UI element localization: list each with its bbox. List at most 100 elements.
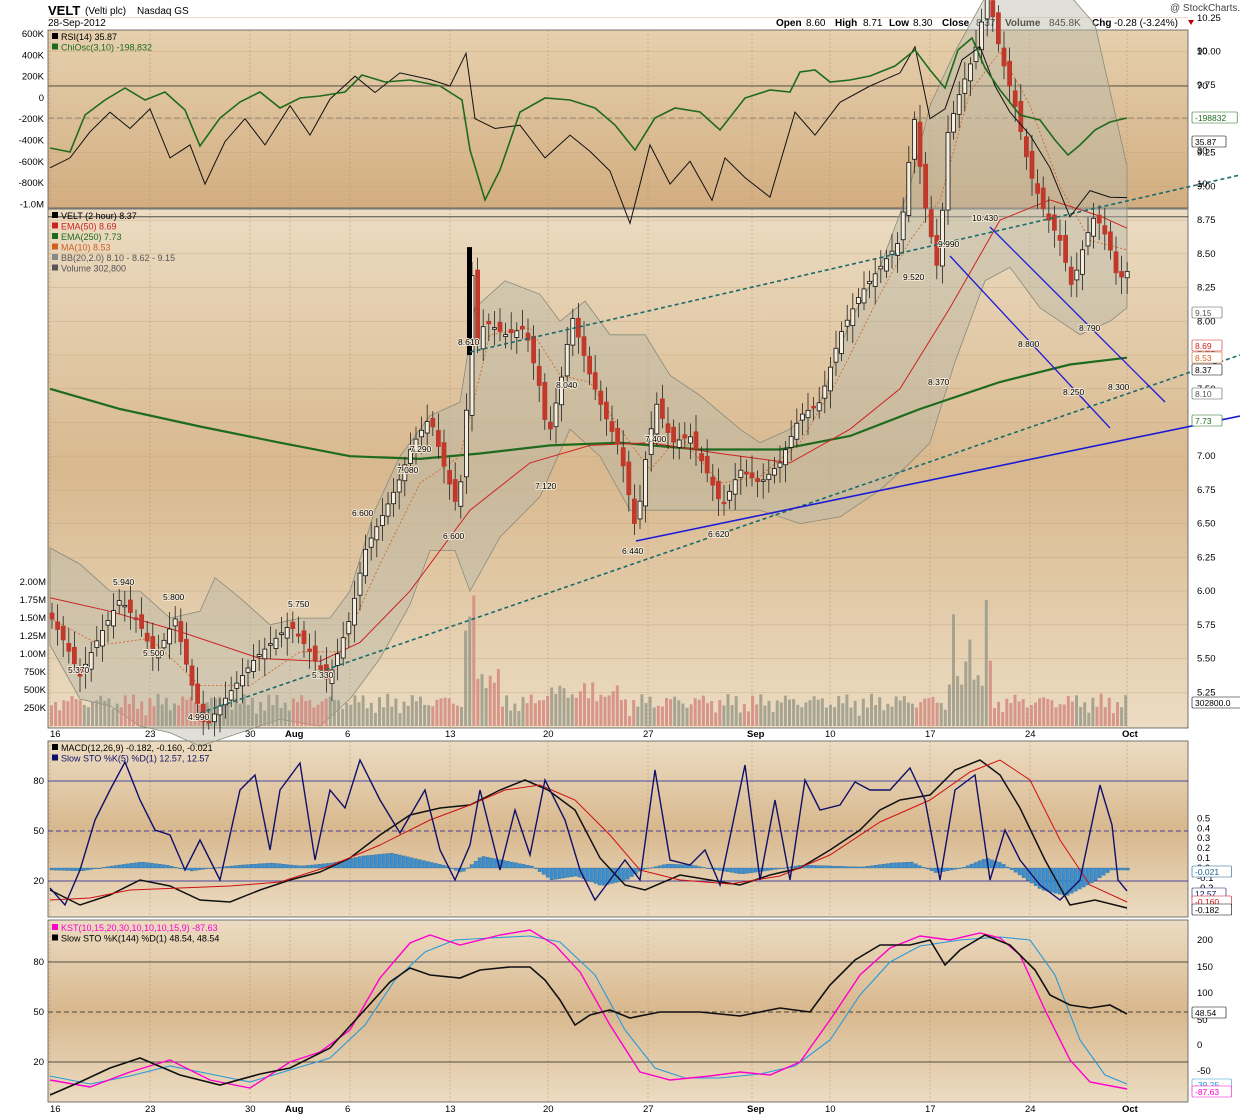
price-legend-swatch — [52, 264, 58, 271]
macd-histogram-bar — [201, 867, 206, 870]
macd-histogram-bar — [777, 867, 782, 869]
macd-histogram-bar — [1085, 867, 1090, 886]
candle-body — [357, 572, 363, 596]
volume-bar — [460, 706, 463, 726]
macd-histogram-bar — [589, 867, 594, 883]
price-right-tick: 8.50 — [1197, 249, 1216, 260]
volume-bar — [956, 676, 960, 726]
macd-right-tick: 0.4 — [1197, 823, 1210, 834]
volume-bar — [394, 698, 398, 726]
macd-histogram-bar — [969, 863, 974, 869]
macd-histogram-bar — [377, 854, 382, 869]
volume-bar — [562, 688, 566, 726]
macd-histogram-bar — [69, 867, 74, 871]
macd-histogram-bar — [413, 858, 418, 869]
chiosc-left-tick: -600K — [19, 157, 45, 168]
candle-body — [1024, 136, 1029, 158]
price-legend-text: BB(20,2.0) 8.10 - 8.62 - 9.15 — [61, 253, 175, 263]
macd-right-tick: 0.3 — [1197, 833, 1210, 844]
ma10-tag-text: 8.53 — [1195, 353, 1212, 363]
volume-bar — [423, 704, 427, 726]
candle-body — [559, 376, 564, 406]
macd-histogram-bar — [621, 867, 626, 881]
candle-body — [206, 720, 212, 724]
macd-histogram-bar — [1125, 867, 1130, 871]
volume-bar — [665, 697, 668, 726]
bb-upper-tag-text: 9.15 — [1195, 308, 1212, 318]
volume-bar — [738, 712, 742, 726]
price-legend-text: VELT (2 hour) 8.37 — [61, 211, 137, 221]
candle-body — [475, 269, 481, 344]
volume-bar — [91, 701, 94, 726]
candle-body — [144, 632, 150, 642]
price-panel — [47, 208, 1189, 729]
candle-body — [878, 265, 884, 270]
candle-body — [1057, 235, 1063, 241]
candle-body — [452, 479, 458, 502]
candle-body — [548, 421, 553, 430]
macd-histogram-bar — [805, 865, 810, 869]
svg-text:Close: Close — [942, 18, 970, 29]
macd-histogram-bar — [753, 867, 758, 873]
macd-histogram-bar — [389, 852, 394, 869]
macd-histogram-bar — [697, 866, 702, 869]
volume-bar — [369, 702, 373, 726]
price-annotation: 6.600 — [352, 508, 374, 518]
volume-bar — [54, 701, 58, 726]
candle-body — [794, 422, 800, 440]
macd-histogram-bar — [57, 867, 62, 871]
macd-histogram-bar — [257, 863, 262, 869]
macd-histogram-bar — [169, 866, 174, 869]
sto5-tag-text: 12.57 — [1195, 889, 1217, 899]
volume-bar — [701, 695, 705, 726]
volume-bar — [50, 705, 53, 726]
macd-histogram-bar — [649, 867, 654, 869]
price-right-tick: 5.75 — [1197, 620, 1216, 631]
x-axis-label: 17 — [925, 729, 936, 740]
candle-body — [951, 113, 956, 133]
macd-histogram-bar — [541, 867, 546, 875]
macd-histogram-bar — [825, 865, 830, 869]
macd-histogram-bar — [209, 867, 214, 869]
candle-body — [363, 549, 369, 577]
macd-histogram-bar — [521, 864, 526, 869]
macd-histogram-bar — [433, 863, 438, 869]
candle-body — [1119, 271, 1124, 278]
volume-bar — [759, 694, 763, 726]
kst-left-tick: 20 — [33, 1057, 44, 1068]
bb-lower-tag-box — [1191, 387, 1223, 400]
sto-left-tick: 50 — [33, 826, 44, 837]
volume-bar — [427, 705, 431, 726]
volume-bar — [414, 701, 418, 726]
volume-bar — [829, 704, 832, 726]
rsi-right-tick: 30 — [1197, 146, 1208, 157]
candle-body — [167, 628, 173, 645]
svg-text:Open: Open — [776, 18, 802, 29]
macd-histogram-bar — [109, 865, 114, 869]
macd-histogram-bar — [309, 864, 314, 869]
volume-bar — [886, 703, 890, 726]
candle-body — [486, 320, 492, 325]
volume-bar — [488, 675, 492, 726]
candle-body — [1052, 214, 1057, 231]
macd-histogram-bar — [573, 867, 578, 877]
candle-body — [900, 211, 906, 241]
volume-bar — [115, 703, 119, 726]
macd-histogram-bar — [513, 862, 518, 869]
kst-right-tick: 150 — [1197, 962, 1213, 973]
candle-body — [491, 327, 497, 330]
volume-bar — [267, 694, 271, 726]
price-right-tick: 6.00 — [1197, 586, 1216, 597]
macd-legend-swatch — [52, 744, 58, 750]
price-right-tick: 6.25 — [1197, 552, 1216, 563]
candle-body — [66, 643, 72, 652]
macd-histogram-bar — [233, 865, 238, 869]
candle-body — [1012, 90, 1018, 107]
ema250-tag-box — [1191, 414, 1223, 427]
price-annotation: 8.370 — [928, 377, 950, 387]
volume-bar — [480, 674, 484, 726]
volume-bar — [337, 700, 340, 726]
rsi-tag-text: 35.87 — [1195, 137, 1217, 147]
volume-bar — [246, 704, 250, 726]
